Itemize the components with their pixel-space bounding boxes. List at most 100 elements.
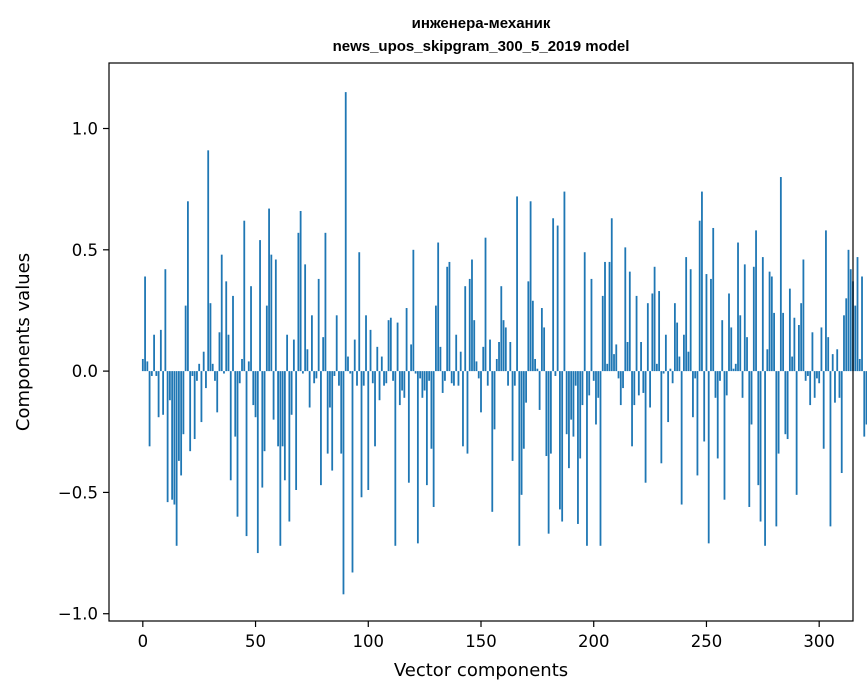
bar bbox=[513, 371, 516, 386]
bar bbox=[561, 371, 564, 522]
bar bbox=[502, 320, 505, 372]
bar bbox=[764, 371, 766, 546]
bar bbox=[536, 368, 539, 372]
bar bbox=[683, 334, 685, 372]
bar bbox=[559, 371, 561, 510]
bar bbox=[710, 278, 712, 372]
bar bbox=[439, 346, 442, 372]
bar bbox=[719, 371, 721, 381]
bar bbox=[243, 220, 246, 372]
bar bbox=[843, 315, 845, 372]
bar bbox=[662, 371, 665, 374]
bar bbox=[227, 334, 230, 372]
bar bbox=[752, 266, 755, 372]
bar bbox=[238, 371, 241, 384]
x-tick-label: 150 bbox=[465, 632, 497, 651]
bar bbox=[797, 325, 800, 372]
bar bbox=[854, 305, 857, 372]
bar bbox=[511, 371, 514, 461]
bar bbox=[568, 371, 570, 469]
bar bbox=[856, 257, 859, 372]
bar bbox=[570, 371, 573, 420]
bar bbox=[146, 361, 149, 372]
bar bbox=[626, 342, 629, 372]
bar bbox=[703, 371, 706, 442]
bar bbox=[196, 371, 198, 381]
bar bbox=[716, 371, 719, 459]
bar bbox=[175, 371, 178, 546]
bar bbox=[827, 337, 830, 372]
bar bbox=[480, 371, 482, 413]
bar bbox=[437, 242, 440, 372]
bar bbox=[667, 371, 670, 423]
bar bbox=[525, 371, 527, 403]
bar bbox=[189, 371, 192, 452]
bar bbox=[184, 305, 187, 372]
bar bbox=[635, 295, 638, 372]
bar bbox=[865, 371, 867, 425]
bar bbox=[669, 368, 672, 372]
bar bbox=[768, 271, 771, 372]
bar bbox=[205, 371, 207, 389]
bar bbox=[651, 293, 654, 372]
bar bbox=[421, 371, 424, 398]
bar bbox=[678, 356, 681, 372]
bar bbox=[371, 371, 374, 384]
bar bbox=[182, 371, 185, 435]
bar bbox=[529, 201, 532, 372]
bar bbox=[581, 371, 584, 406]
bar bbox=[549, 371, 552, 454]
bar bbox=[509, 342, 512, 372]
bar bbox=[150, 371, 153, 376]
bar bbox=[446, 266, 449, 372]
bar bbox=[419, 371, 422, 379]
y-axis-label: Components values bbox=[13, 253, 34, 431]
bar bbox=[554, 371, 557, 376]
bar bbox=[141, 358, 144, 372]
bar bbox=[493, 371, 496, 430]
bar bbox=[241, 358, 243, 372]
bar bbox=[166, 371, 169, 503]
bar bbox=[779, 177, 782, 372]
bar bbox=[595, 371, 597, 425]
bar bbox=[168, 371, 171, 401]
bar bbox=[362, 371, 365, 386]
x-tick-label: 300 bbox=[803, 632, 835, 651]
bar bbox=[599, 371, 602, 546]
bar bbox=[615, 344, 618, 372]
bar bbox=[773, 312, 775, 372]
bar bbox=[162, 371, 165, 415]
bar bbox=[579, 371, 582, 459]
bar bbox=[689, 269, 692, 372]
bar bbox=[538, 371, 541, 410]
bar bbox=[414, 371, 417, 374]
bar bbox=[416, 371, 419, 544]
bar bbox=[274, 259, 277, 372]
bar bbox=[739, 315, 742, 372]
bar bbox=[448, 261, 451, 372]
bar bbox=[673, 303, 676, 372]
bar bbox=[347, 356, 349, 372]
bar bbox=[342, 371, 345, 595]
bar bbox=[268, 208, 270, 372]
bar bbox=[791, 356, 794, 372]
bar bbox=[858, 358, 861, 372]
bar bbox=[277, 371, 279, 447]
bar bbox=[498, 342, 500, 372]
bar bbox=[261, 371, 264, 488]
bar bbox=[349, 371, 352, 374]
bar bbox=[813, 371, 816, 398]
bar bbox=[633, 371, 636, 406]
bar bbox=[861, 276, 863, 372]
bar bbox=[216, 371, 219, 413]
y-axis-ticks: −1.0 −0.5 0.0 0.5 1.0 bbox=[58, 120, 109, 624]
bar bbox=[234, 371, 237, 437]
bar bbox=[601, 295, 604, 372]
bar bbox=[863, 371, 866, 437]
bar bbox=[482, 346, 485, 372]
bar bbox=[423, 371, 426, 391]
bar bbox=[153, 334, 155, 372]
x-axis-label: Vector components bbox=[394, 660, 568, 681]
bar bbox=[788, 288, 791, 372]
bar bbox=[782, 312, 785, 372]
